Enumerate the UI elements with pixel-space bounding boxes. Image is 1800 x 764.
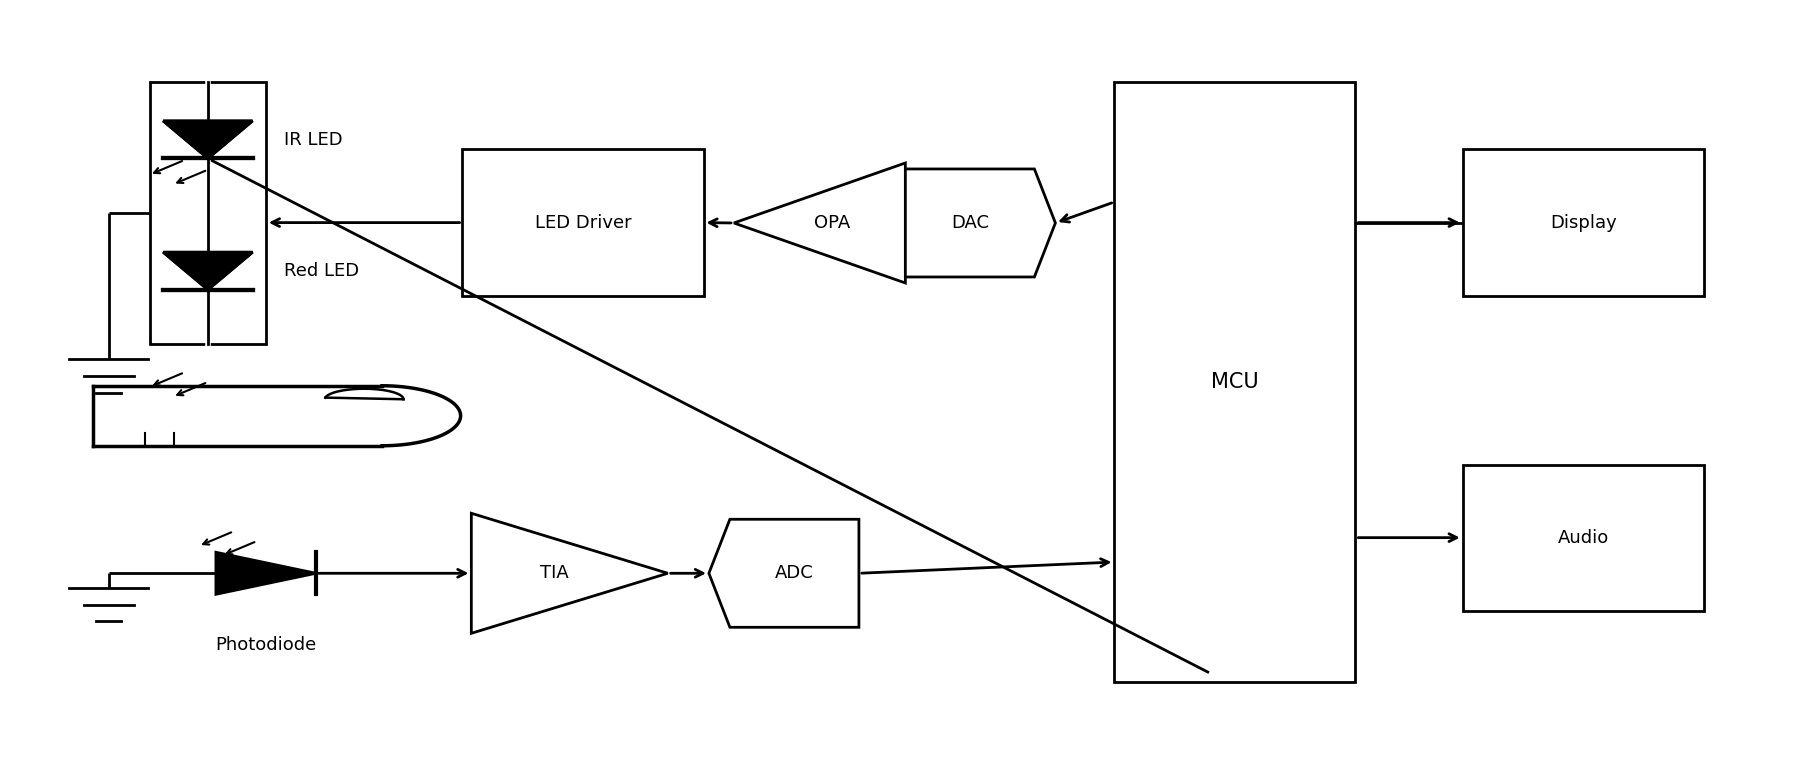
Text: OPA: OPA [814,214,851,232]
Text: LED Driver: LED Driver [535,214,632,231]
Polygon shape [164,121,252,158]
Polygon shape [164,121,252,158]
Polygon shape [905,169,1055,277]
Text: TIA: TIA [540,565,569,582]
Text: ADC: ADC [776,565,814,582]
Text: IR LED: IR LED [284,131,342,149]
Bar [1463,465,1705,610]
Bar [149,82,266,345]
Polygon shape [164,252,252,290]
Bar [1463,150,1705,296]
Bar [1114,82,1355,682]
Polygon shape [216,552,317,594]
Bar [463,150,704,296]
Text: MCU: MCU [1211,372,1258,392]
Polygon shape [164,252,252,290]
Text: Display: Display [1550,214,1616,231]
Text: DAC: DAC [950,214,988,232]
Text: Audio: Audio [1557,529,1609,547]
Polygon shape [734,163,905,283]
Text: Red LED: Red LED [284,262,358,280]
Polygon shape [709,520,859,627]
Polygon shape [472,513,668,633]
Text: Photodiode: Photodiode [216,636,317,653]
